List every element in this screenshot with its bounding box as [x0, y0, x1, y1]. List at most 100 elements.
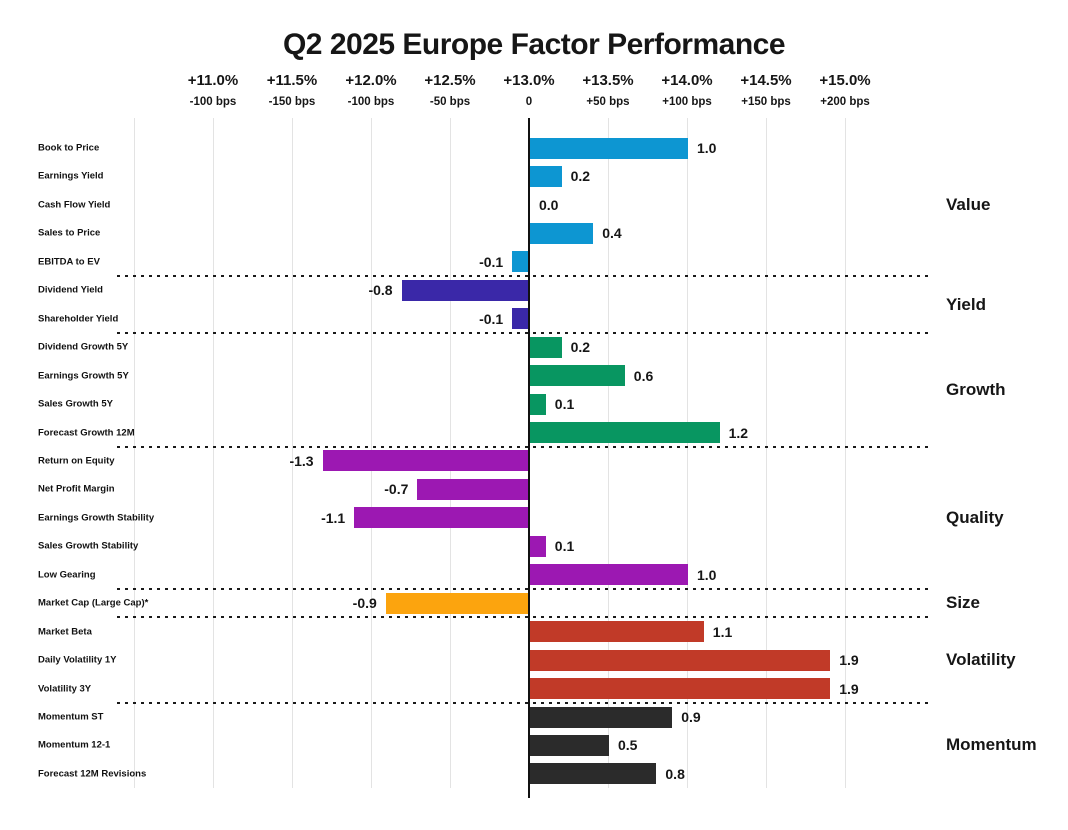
factor-label: Low Gearing: [38, 569, 96, 581]
bar-value-label: 0.2: [570, 168, 591, 185]
bar-value-label: 1.2: [728, 424, 749, 441]
factor-label: Earnings Growth Stability: [38, 512, 155, 524]
axis-tick-bps: +50 bps: [586, 96, 630, 108]
axis-tick-bps: -100 bps: [189, 96, 237, 108]
gridline: [845, 118, 846, 788]
gridline: [134, 118, 135, 788]
axis-tick-percent: +14.0%: [661, 72, 713, 89]
group-label: Quality: [946, 507, 1004, 527]
bar: [530, 137, 688, 159]
axis-tick-percent: +13.0%: [503, 72, 555, 89]
axis-tick-bps: -100 bps: [347, 96, 395, 108]
factor-label: Sales to Price: [38, 227, 101, 239]
axis-tick-bps: -150 bps: [268, 96, 316, 108]
group-separator: [117, 331, 930, 334]
factor-label: Market Cap (Large Cap)*: [38, 597, 149, 609]
bar: [530, 734, 609, 756]
bar-value-label: 1.9: [839, 652, 859, 669]
bar: [385, 592, 528, 614]
bar-value-label: 0.4: [602, 225, 622, 242]
bar-value-label: 1.1: [712, 623, 733, 640]
factor-label: Sales Growth Stability: [38, 540, 139, 552]
factor-label: Daily Volatility 1Y: [38, 654, 117, 666]
axis-tick-bps: 0: [525, 96, 533, 108]
bar: [530, 706, 673, 728]
axis-tick-bps: +100 bps: [662, 96, 712, 108]
gridline: [766, 118, 767, 788]
axis-tick-percent: +14.5%: [740, 72, 792, 89]
bar: [530, 564, 688, 586]
bar: [512, 308, 528, 330]
bar-value-label: 0.0: [539, 196, 559, 213]
factor-label: Momentum ST: [38, 711, 104, 723]
bar-value-label: 1.0: [697, 140, 717, 157]
factor-label: Shareholder Yield: [38, 313, 119, 325]
axis-tick-percent: +13.5%: [582, 72, 634, 89]
gridline: [608, 118, 609, 788]
gridline: [213, 118, 214, 788]
bar-value-label: -0.9: [352, 595, 377, 612]
group-label: Volatility: [946, 650, 1016, 670]
factor-label: Dividend Yield: [38, 284, 103, 296]
bar-value-label: 0.5: [618, 737, 638, 754]
group-separator: [117, 445, 930, 448]
factor-label: Momentum 12-1: [38, 739, 111, 751]
bar: [530, 678, 831, 700]
factor-label: Volatility 3Y: [38, 683, 92, 695]
gridline: [292, 118, 293, 788]
bar: [530, 336, 562, 358]
group-label: Yield: [946, 294, 986, 314]
bar: [530, 422, 720, 444]
bar-value-label: 1.9: [839, 680, 859, 697]
bar-value-label: -0.7: [384, 481, 409, 498]
group-separator: [117, 588, 930, 590]
factor-label: Cash Flow Yield: [38, 199, 111, 211]
bar: [530, 393, 546, 415]
group-label: Momentum: [946, 735, 1037, 755]
factor-label: Forecast Growth 12M: [38, 427, 135, 439]
bar: [512, 251, 528, 273]
zero-axis-line: [528, 118, 530, 798]
factor-label: Net Profit Margin: [38, 483, 115, 495]
axis-tick-percent: +11.0%: [187, 72, 239, 89]
axis-tick-percent: +12.0%: [345, 72, 397, 89]
axis-tick-bps: -50 bps: [429, 96, 471, 108]
factor-label: Market Beta: [38, 626, 92, 638]
bar: [322, 450, 528, 472]
bar: [530, 649, 831, 671]
bar-value-label: -0.8: [368, 282, 393, 299]
group-label: Value: [946, 194, 991, 214]
bar-value-label: 0.1: [554, 396, 575, 413]
group-label: Growth: [946, 379, 1006, 399]
bar-value-label: -0.1: [479, 253, 504, 270]
group-separator: [117, 616, 930, 619]
factor-label: EBITDA to EV: [38, 256, 100, 268]
bar: [530, 365, 625, 387]
axis-tick-percent: +12.5%: [424, 72, 476, 89]
chart-title: Q2 2025 Europe Factor Performance: [282, 28, 786, 61]
factor-label: Earnings Growth 5Y: [38, 370, 129, 382]
factor-label: Forecast 12M Revisions: [38, 768, 147, 780]
axis-tick-percent: +11.5%: [266, 72, 318, 89]
bar: [530, 621, 704, 643]
bar-value-label: -1.3: [289, 452, 314, 469]
bar: [354, 507, 528, 529]
bar-value-label: -1.1: [321, 509, 346, 526]
axis-tick-bps: +200 bps: [820, 96, 870, 108]
group-label: Size: [946, 593, 981, 613]
bar-value-label: 0.6: [633, 367, 654, 384]
bar: [530, 763, 657, 785]
bar: [417, 478, 528, 500]
axis-tick-bps: +150 bps: [741, 96, 791, 108]
factor-label: Return on Equity: [38, 455, 115, 467]
factor-label: Earnings Yield: [38, 170, 104, 182]
bar: [530, 165, 562, 187]
group-separator: [117, 701, 930, 704]
factor-label: Book to Price: [38, 142, 100, 154]
axis-tick-percent: +15.0%: [819, 72, 871, 89]
bar: [530, 535, 546, 557]
bar-value-label: -0.1: [479, 310, 504, 327]
bar-value-label: 0.8: [665, 765, 685, 782]
bar: [401, 279, 528, 301]
